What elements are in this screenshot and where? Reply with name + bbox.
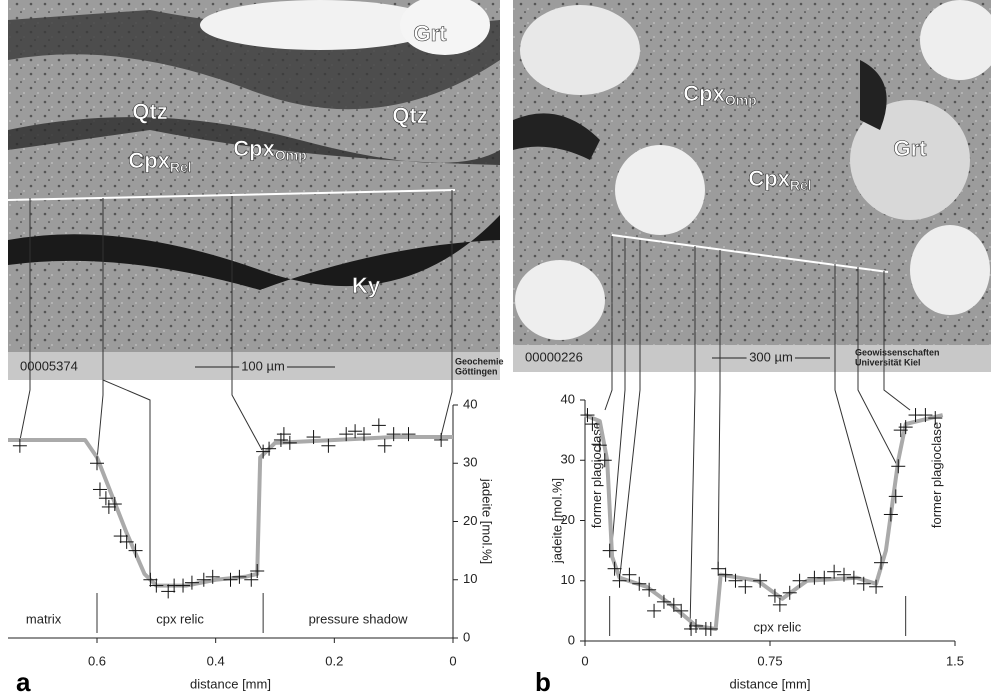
- figure: 0.60.40.20010203040distance [mm]jadeite …: [0, 0, 991, 696]
- label-main: Ky: [352, 273, 381, 298]
- data-point: [817, 571, 831, 585]
- y-tick-label: 30: [561, 452, 575, 467]
- scale-bar-label: 100 µm: [241, 358, 285, 373]
- label-sub: Omp: [275, 147, 307, 163]
- label-main: Grt: [414, 21, 448, 46]
- x-axis-label: distance [mm]: [730, 676, 811, 691]
- x-tick-label: 0.75: [757, 653, 782, 668]
- institute: Geochemie: [455, 356, 504, 366]
- label-main: Qtz: [392, 103, 427, 128]
- label-sub: Rel: [790, 177, 812, 193]
- x-tick-label: 0.4: [207, 653, 225, 668]
- data-point: [738, 580, 752, 594]
- data-point: [378, 439, 392, 453]
- data-point: [827, 565, 841, 579]
- y-tick-label: 40: [561, 391, 575, 406]
- x-tick-label: 1.5: [946, 653, 964, 668]
- x-tick-label: 0: [581, 653, 588, 668]
- data-point: [793, 574, 807, 588]
- region-label: former plagioclase: [929, 422, 944, 528]
- y-tick-label: 0: [463, 629, 470, 644]
- image-label: Grt: [414, 21, 448, 46]
- data-point: [224, 573, 238, 587]
- image-label: Qtz: [132, 99, 167, 124]
- label-main: Grt: [894, 136, 928, 161]
- image-label: Qtz: [392, 103, 427, 128]
- fit-curve: [585, 415, 943, 629]
- data-point: [632, 577, 646, 591]
- panel-letter: b: [535, 667, 551, 696]
- image-label: Ky: [352, 273, 381, 298]
- data-point: [108, 497, 122, 511]
- data-point: [372, 418, 386, 432]
- x-tick-label: 0: [449, 653, 456, 668]
- y-tick-label: 0: [568, 632, 575, 647]
- data-point: [176, 579, 190, 593]
- institute: Göttingen: [455, 366, 498, 376]
- region-label: cpx relic: [754, 619, 802, 634]
- y-tick-label: 30: [463, 455, 477, 470]
- data-point: [647, 604, 661, 618]
- label-main: Cpx: [128, 148, 170, 173]
- label-main: Qtz: [132, 99, 167, 124]
- label-main: Cpx: [748, 166, 790, 191]
- label-sub: Rel: [170, 159, 192, 175]
- data-point: [277, 427, 291, 441]
- y-tick-label: 10: [463, 571, 477, 586]
- data-point: [613, 574, 627, 588]
- data-point: [232, 570, 246, 584]
- data-point: [283, 436, 297, 450]
- region-label: cpx relic: [156, 611, 204, 626]
- image-id: 00005374: [20, 358, 78, 373]
- data-point: [185, 576, 199, 590]
- data-point: [874, 556, 888, 570]
- x-tick-label: 0.2: [325, 653, 343, 668]
- label-main: Cpx: [683, 81, 725, 106]
- y-axis-label: jadeite [mol.%]: [480, 478, 495, 564]
- micrograph-a: [8, 0, 500, 580]
- y-tick-label: 20: [463, 513, 477, 528]
- y-tick-label: 40: [463, 396, 477, 411]
- label-sub: Omp: [725, 92, 757, 108]
- data-point: [402, 427, 416, 441]
- x-axis-label: distance [mm]: [190, 676, 271, 691]
- scale-bar-label: 300 µm: [749, 349, 793, 364]
- data-point: [93, 482, 107, 496]
- image-label: Grt: [894, 136, 928, 161]
- label-main: Cpx: [233, 136, 275, 161]
- data-point: [847, 571, 861, 585]
- panel-letter: a: [16, 667, 31, 696]
- data-point: [603, 544, 617, 558]
- region-label: pressure shadow: [309, 611, 409, 626]
- data-point: [891, 459, 905, 473]
- fit-curve: [8, 437, 453, 586]
- y-axis-label: jadeite [mol.%]: [549, 478, 564, 564]
- data-point: [256, 445, 270, 459]
- institute: Universität Kiel: [855, 357, 921, 367]
- institute: Geowissenschaften: [855, 347, 940, 357]
- x-tick-label: 0.6: [88, 653, 106, 668]
- data-point: [348, 424, 362, 438]
- region-label: matrix: [26, 611, 62, 626]
- image-id: 00000226: [525, 349, 583, 364]
- data-point: [884, 507, 898, 521]
- y-tick-label: 10: [561, 572, 575, 587]
